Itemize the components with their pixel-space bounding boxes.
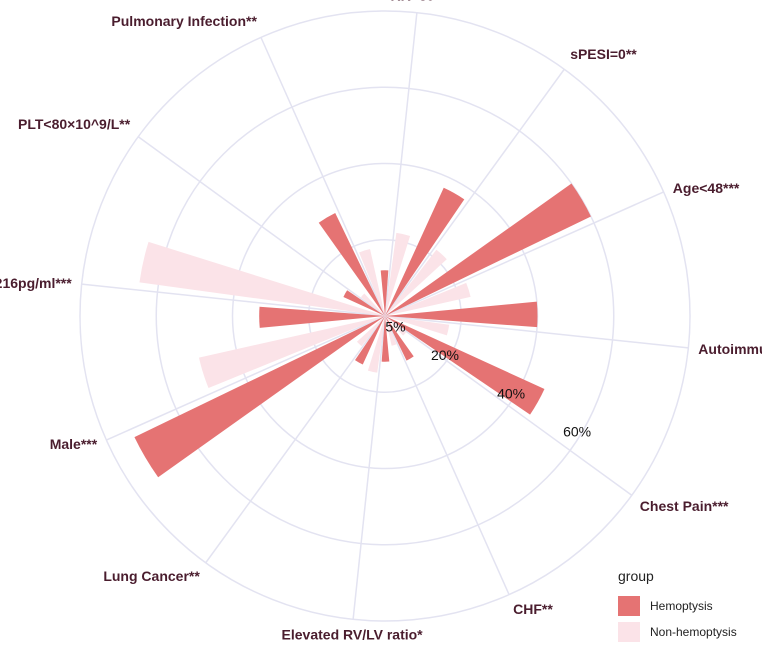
chart-grid	[79, 10, 691, 622]
category-label: Lung Cancer**	[103, 568, 200, 584]
bar-non-hemoptysis	[359, 249, 385, 316]
category-label: sPESI=0**	[570, 46, 637, 62]
bar-non-hemoptysis	[356, 316, 385, 347]
legend-swatch-non-hemoptysis	[618, 622, 640, 642]
bar-non-hemoptysis	[385, 316, 407, 336]
bar-hemoptysis	[385, 187, 465, 316]
grid-spoke	[106, 315, 386, 441]
legend-label-hemoptysis: Hemoptysis	[650, 599, 713, 613]
bar-hemoptysis	[343, 290, 385, 316]
grid-spoke	[205, 315, 386, 564]
category-label: Age<48***	[673, 180, 740, 196]
bar-hemoptysis	[385, 183, 591, 316]
category-label: CHF**	[513, 601, 553, 617]
category-label: RR>30**	[390, 0, 445, 4]
bar-hemoptysis	[259, 306, 385, 328]
bar-hemoptysis	[380, 270, 389, 316]
grid-spoke	[384, 12, 418, 317]
category-label: Pulmonary Infection**	[111, 13, 257, 29]
bar-non-hemoptysis	[367, 316, 385, 373]
bar-hemoptysis	[381, 316, 390, 362]
category-label: Chest Pain***	[640, 498, 729, 514]
category-label: Elevated RV/LV ratio*	[282, 626, 424, 642]
bar-hemoptysis	[385, 301, 538, 328]
radial-tick-label: 60%	[563, 423, 591, 439]
category-label: PLT<80×10^9/L**	[18, 116, 131, 132]
bar-non-hemoptysis	[198, 316, 385, 389]
bar-non-hemoptysis	[385, 316, 397, 346]
bar-non-hemoptysis	[385, 232, 411, 316]
grid-circle	[231, 162, 539, 470]
radial-tick-label: 20%	[431, 347, 459, 363]
legend-label-non-hemoptysis: Non-hemoptysis	[650, 625, 737, 639]
bar-hemoptysis	[385, 316, 414, 361]
legend-item-hemoptysis: Hemoptysis	[618, 594, 758, 618]
grid-spoke	[384, 68, 565, 317]
grid-spoke	[384, 315, 510, 595]
grid-spoke	[81, 283, 386, 317]
bar-hemoptysis	[134, 316, 385, 478]
grid-spoke	[137, 136, 386, 317]
radial-tick-label: 40%	[497, 385, 525, 401]
category-label: Male***	[50, 436, 98, 452]
bar-hemoptysis	[318, 213, 385, 316]
category-label: Autoimmune Disease***	[698, 341, 762, 357]
legend: group Hemoptysis Non-hemoptysis	[618, 568, 758, 646]
grid-circle	[155, 86, 615, 546]
grid-spoke	[384, 315, 689, 349]
bar-non-hemoptysis	[360, 293, 385, 316]
legend-title: group	[618, 568, 654, 584]
bar-non-hemoptysis	[139, 241, 385, 316]
bar-hemoptysis	[355, 316, 385, 365]
legend-swatch-hemoptysis	[618, 596, 640, 616]
chart-bars	[134, 183, 591, 478]
bar-non-hemoptysis	[385, 316, 450, 336]
bar-hemoptysis	[385, 316, 545, 415]
grid-spoke	[384, 315, 633, 496]
bar-non-hemoptysis	[385, 282, 471, 316]
bar-non-hemoptysis	[385, 249, 447, 316]
grid-spoke	[260, 37, 386, 317]
chart-radial-ticks: 5% 20% 40% 60%	[385, 319, 591, 440]
grid-circle	[79, 10, 691, 622]
category-label: NT-proBNP>216pg/ml***	[0, 275, 72, 291]
grid-spoke	[384, 191, 664, 317]
grid-spoke	[352, 315, 386, 620]
radial-tick-label: 5%	[385, 319, 405, 335]
legend-item-non-hemoptysis: Non-hemoptysis	[618, 620, 758, 644]
